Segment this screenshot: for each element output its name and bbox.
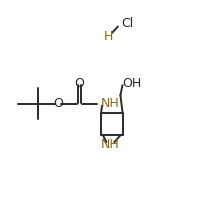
Text: H: H [104, 30, 113, 43]
Text: OH: OH [123, 78, 142, 90]
Text: Cl: Cl [121, 17, 134, 30]
Text: O: O [75, 78, 84, 90]
Text: O: O [53, 97, 63, 110]
Text: NH: NH [101, 97, 120, 110]
Text: NH: NH [100, 138, 119, 151]
